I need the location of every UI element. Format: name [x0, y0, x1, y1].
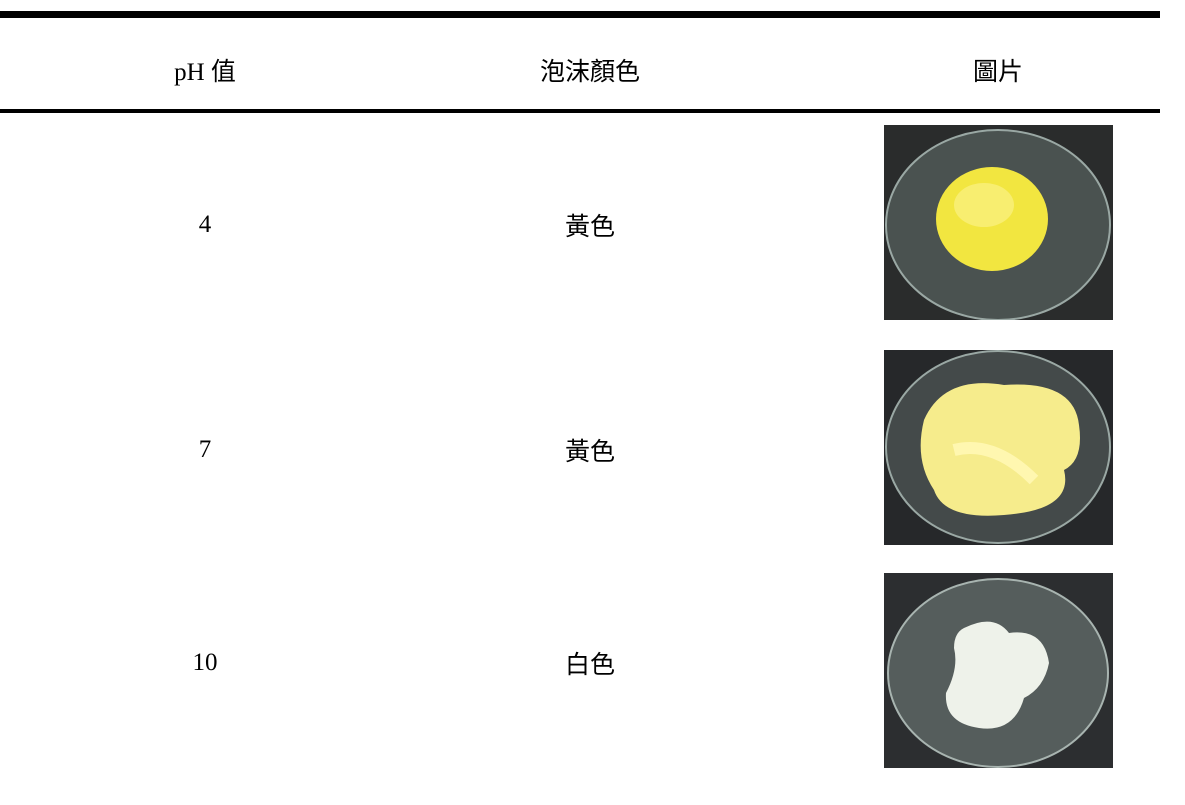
photo — [884, 350, 1113, 545]
photo — [884, 125, 1113, 320]
ph-cell: 10 — [192, 649, 218, 676]
header-cell: pH 值 — [174, 59, 236, 86]
header-cell: 圖片 — [972, 59, 1024, 86]
photo — [884, 573, 1113, 768]
color-cell: 白色 — [564, 652, 616, 679]
color-cell: 黃色 — [564, 439, 616, 466]
header-cell: 泡沫顏色 — [539, 59, 641, 86]
top-rule — [0, 11, 1160, 18]
header-rule — [0, 109, 1160, 113]
ph-cell: 7 — [198, 436, 212, 463]
ph-cell: 4 — [198, 211, 212, 238]
color-cell: 黃色 — [564, 214, 616, 241]
